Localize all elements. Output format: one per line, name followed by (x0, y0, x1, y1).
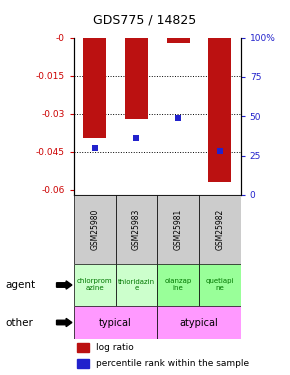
Bar (74, 195, 116, 264)
Text: GDS775 / 14825: GDS775 / 14825 (93, 13, 197, 26)
Bar (157, 264, 199, 306)
Bar (74, 306, 157, 339)
Bar (167, 38, 190, 43)
Text: percentile rank within the sample: percentile rank within the sample (96, 359, 249, 368)
Bar (157, 195, 199, 264)
Bar (116, 264, 157, 306)
Bar (125, 38, 148, 119)
Text: log ratio: log ratio (96, 343, 134, 352)
Text: atypical: atypical (180, 318, 218, 327)
Bar (199, 264, 241, 306)
Bar (83, 38, 106, 138)
Bar (157, 306, 241, 339)
Bar (74, 264, 116, 306)
Text: typical: typical (99, 318, 132, 327)
Bar (209, 38, 231, 182)
Text: GSM25982: GSM25982 (215, 209, 224, 251)
Text: agent: agent (6, 280, 36, 290)
Text: olanzap
ine: olanzap ine (164, 279, 192, 291)
Text: chlorprom
azine: chlorprom azine (77, 279, 113, 291)
Text: quetiapi
ne: quetiapi ne (206, 279, 234, 291)
Text: other: other (6, 318, 34, 327)
Text: GSM25981: GSM25981 (174, 209, 183, 251)
Bar (77, 343, 89, 352)
Text: GSM25983: GSM25983 (132, 209, 141, 251)
Bar (116, 195, 157, 264)
Bar (199, 195, 241, 264)
Text: thioridazin
e: thioridazin e (118, 279, 155, 291)
Text: GSM25980: GSM25980 (90, 209, 99, 251)
Bar (77, 358, 89, 368)
